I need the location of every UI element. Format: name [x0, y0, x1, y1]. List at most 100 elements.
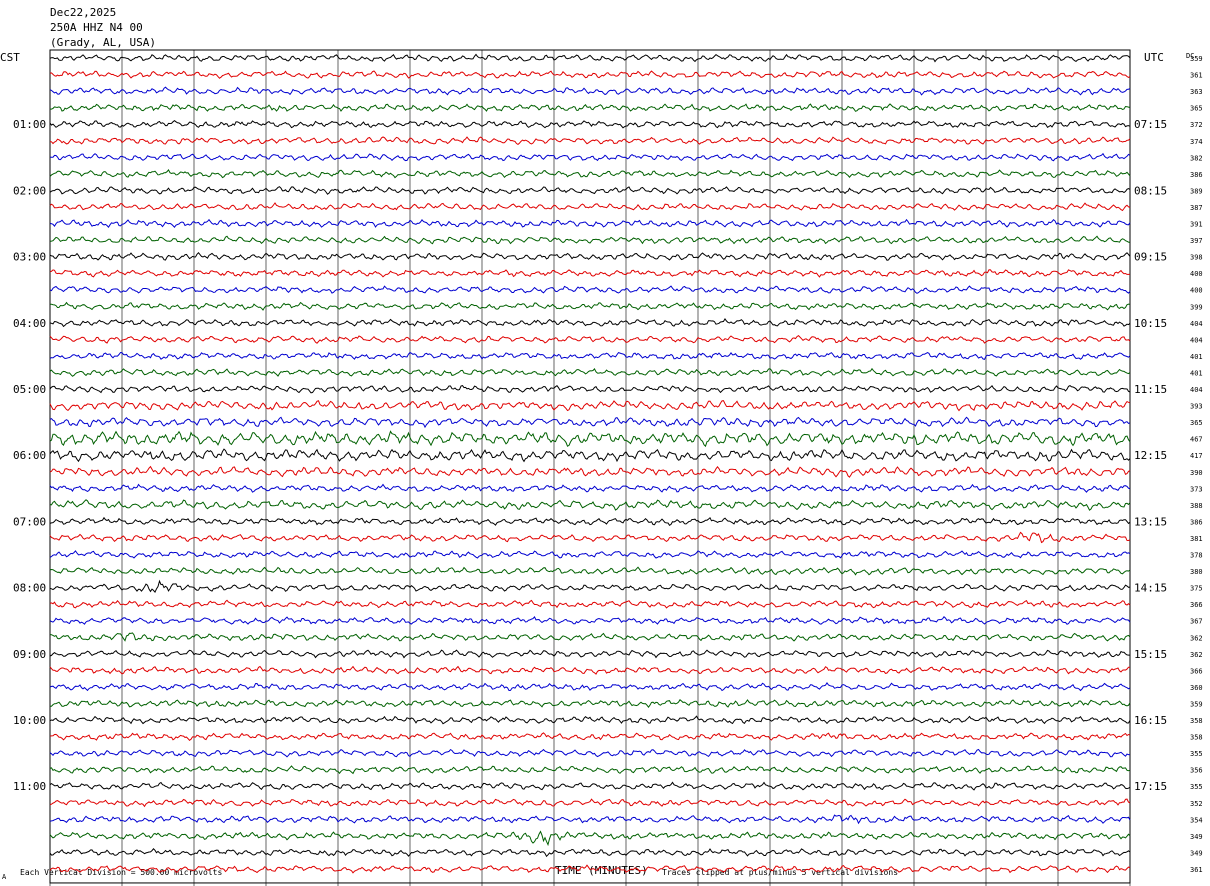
seismic-trace — [49, 269, 1131, 278]
seismic-trace — [49, 202, 1131, 212]
utc-hour-label: 17:15 — [1134, 780, 1167, 793]
cst-hour-label: 05:00 — [13, 383, 46, 396]
dc-offset-label: 417 — [1190, 452, 1203, 460]
utc-hour-label: 14:15 — [1134, 582, 1167, 595]
dc-offset-label: 355 — [1190, 750, 1203, 758]
dc-offset-label: 367 — [1190, 618, 1203, 626]
seismic-trace — [49, 119, 1131, 129]
seismic-trace — [49, 136, 1131, 146]
corner-mark: A — [2, 873, 7, 881]
dc-offset-label: 374 — [1190, 138, 1203, 146]
seismic-trace — [49, 616, 1131, 625]
dc-offset-label: 365 — [1190, 105, 1203, 113]
dc-offset-label: 361 — [1190, 866, 1203, 874]
seismic-trace — [49, 448, 1131, 463]
utc-hour-label: 11:15 — [1134, 383, 1167, 396]
dc-offset-label: 360 — [1190, 684, 1203, 692]
dc-offset-label: 352 — [1190, 800, 1203, 808]
dc-offset-label: 356 — [1190, 767, 1203, 775]
seismic-trace — [49, 848, 1131, 858]
dc-offset-label: 349 — [1190, 849, 1203, 857]
dc-offset-label: 387 — [1190, 204, 1203, 212]
dc-offset-label: 404 — [1190, 386, 1203, 394]
dc-offset-label: 400 — [1190, 270, 1203, 278]
axis-labels: 0001020304050607080910111213141535936136… — [13, 55, 1203, 874]
dc-offset-label: 382 — [1190, 154, 1203, 162]
seismic-trace — [49, 665, 1130, 675]
seismic-trace — [49, 400, 1131, 412]
cst-hour-label: 11:00 — [13, 780, 46, 793]
seismic-trace — [49, 765, 1131, 775]
right-timezone-label: UTC — [1144, 51, 1164, 64]
seismic-trace — [49, 186, 1131, 195]
dc-offset-label: 397 — [1190, 237, 1203, 245]
cst-hour-label: 07:00 — [13, 515, 46, 528]
grid — [49, 49, 1131, 886]
dc-offset-label: 373 — [1190, 485, 1203, 493]
utc-hour-label: 13:15 — [1134, 515, 1167, 528]
dc-offset-label: 355 — [1190, 783, 1203, 791]
seismic-trace — [49, 781, 1131, 791]
seismic-trace — [49, 465, 1131, 478]
seismic-trace — [49, 550, 1131, 559]
seismic-trace — [49, 235, 1131, 245]
header-station: 250A HHZ N4 00 — [50, 21, 143, 34]
seismic-trace — [50, 301, 1131, 311]
seismic-trace — [49, 385, 1131, 394]
dc-offset-label: 389 — [1190, 187, 1203, 195]
dc-offset-label: 404 — [1190, 336, 1203, 344]
dc-offset-label: 359 — [1190, 700, 1203, 708]
utc-hour-label: 07:15 — [1134, 118, 1167, 131]
seismic-trace — [49, 218, 1131, 229]
seismic-trace — [49, 516, 1131, 526]
dc-offset-label: 467 — [1190, 436, 1203, 444]
dc-offset-label: 393 — [1190, 403, 1203, 411]
seismic-trace — [49, 416, 1131, 429]
utc-hour-label: 15:15 — [1134, 648, 1167, 661]
scale-note: Each Vertical Division = 500.00 microvol… — [20, 868, 222, 877]
seismic-trace — [49, 86, 1131, 96]
dc-offset-label: 366 — [1190, 667, 1203, 675]
seismic-trace — [49, 649, 1130, 659]
dc-offset-label: 400 — [1190, 287, 1203, 295]
dc-offset-label: 380 — [1190, 568, 1203, 576]
seismic-trace — [49, 367, 1131, 377]
seismic-trace — [49, 317, 1131, 328]
dc-offset-label: 399 — [1190, 303, 1203, 311]
dc-offset-label: 375 — [1190, 585, 1203, 593]
dc-offset-label: 349 — [1190, 833, 1203, 841]
cst-hour-label: 01:00 — [13, 118, 46, 131]
dc-offset-label: 386 — [1190, 518, 1203, 526]
cst-hour-label: 09:00 — [13, 648, 46, 661]
seismic-trace — [49, 864, 1131, 874]
cst-hour-label: 02:00 — [13, 184, 46, 197]
cst-hour-label: 04:00 — [13, 317, 46, 330]
utc-hour-label: 08:15 — [1134, 184, 1167, 197]
dc-offset-label: 390 — [1190, 469, 1203, 477]
seismic-trace — [49, 682, 1131, 692]
dc-offset-label: 358 — [1190, 717, 1203, 725]
dc-offset-label: 378 — [1190, 552, 1203, 560]
seismic-trace — [49, 285, 1131, 294]
utc-hour-label: 16:15 — [1134, 714, 1167, 727]
seismic-trace — [49, 152, 1131, 162]
utc-hour-label: 09:15 — [1134, 251, 1167, 264]
seismic-trace — [49, 70, 1131, 79]
seismic-trace — [49, 531, 1131, 544]
seismic-trace — [49, 252, 1131, 261]
dc-offset-label: 354 — [1190, 816, 1203, 824]
dc-header: DC — [1186, 52, 1194, 60]
dc-offset-label: 363 — [1190, 88, 1203, 96]
dc-offset-label: 372 — [1190, 121, 1203, 129]
seismic-trace — [49, 430, 1131, 448]
seismic-trace — [49, 579, 1131, 594]
header-date: Dec22,2025 — [50, 6, 116, 19]
seismic-trace — [49, 351, 1131, 361]
dc-offset-label: 401 — [1190, 369, 1203, 377]
dc-offset-label: 362 — [1190, 651, 1203, 659]
dc-offset-label: 398 — [1190, 254, 1203, 262]
dc-offset-label: 362 — [1190, 634, 1203, 642]
seismic-trace — [49, 499, 1131, 511]
left-timezone-label: CST — [0, 51, 20, 64]
dc-offset-label: 365 — [1190, 419, 1203, 427]
